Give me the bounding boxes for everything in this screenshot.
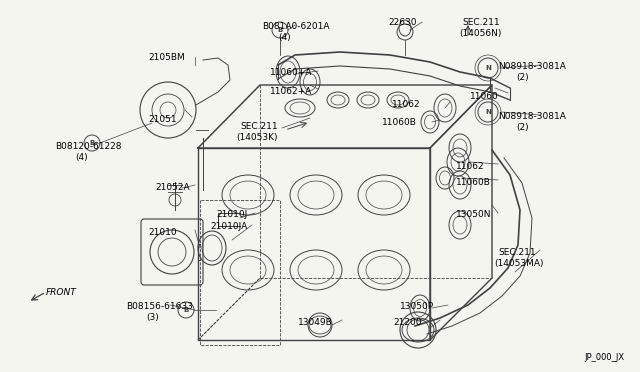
Text: SEC.211: SEC.211 [462,18,500,27]
Text: 21052A: 21052A [155,183,189,192]
Text: 2105BM: 2105BM [148,53,185,62]
Text: 11060: 11060 [470,92,499,101]
Text: B081A0-6201A: B081A0-6201A [262,22,330,31]
Text: (2): (2) [516,73,529,82]
Text: B08120-61228: B08120-61228 [55,142,122,151]
Text: 11062+A: 11062+A [270,87,312,96]
Text: 13050N: 13050N [456,210,492,219]
Text: (14053MA): (14053MA) [494,259,543,268]
Text: 21200: 21200 [393,318,422,327]
Text: (14053K): (14053K) [236,133,278,142]
Text: B: B [184,307,189,313]
Text: 11062: 11062 [456,162,484,171]
Text: B: B [90,140,95,146]
Text: N: N [485,109,491,115]
Text: FRONT: FRONT [46,288,77,297]
Text: 11060B: 11060B [456,178,491,187]
Text: B08156-61633: B08156-61633 [126,302,193,311]
Text: (4): (4) [75,153,88,162]
Text: SEC.211: SEC.211 [240,122,278,131]
Text: 13050P: 13050P [400,302,434,311]
Text: N: N [485,65,491,71]
Text: (14056N): (14056N) [459,29,501,38]
Text: N08918-3081A: N08918-3081A [498,112,566,121]
Text: 11060B: 11060B [382,118,417,127]
Text: N08918-3081A: N08918-3081A [498,62,566,71]
Text: 21010JA: 21010JA [210,222,247,231]
Text: B: B [277,27,283,33]
Text: (2): (2) [516,123,529,132]
Text: (3): (3) [146,313,159,322]
Text: 22630: 22630 [388,18,417,27]
Text: 13049B: 13049B [298,318,333,327]
Text: 21010: 21010 [148,228,177,237]
Text: 21010J: 21010J [216,210,247,219]
Text: SEC.211: SEC.211 [498,248,536,257]
Text: 11060+A: 11060+A [270,68,312,77]
Text: (4): (4) [278,33,291,42]
Text: JP_000_JX: JP_000_JX [585,353,625,362]
Text: 21051: 21051 [148,115,177,124]
Text: 11062: 11062 [392,100,420,109]
